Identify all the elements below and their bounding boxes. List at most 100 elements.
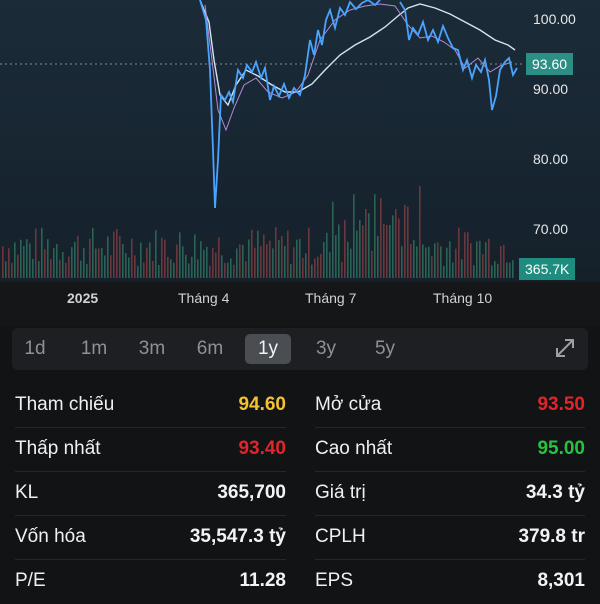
volume-bar [101, 247, 103, 278]
volume-bar [266, 244, 268, 278]
stat-row-kl: KL 365,700 [15, 472, 286, 516]
stat-value: 34.3 tỷ [525, 482, 585, 503]
volume-bar [44, 249, 46, 278]
volume-bar [206, 246, 208, 278]
volume-bar [503, 244, 505, 278]
volume-bar [308, 227, 310, 278]
period-3m[interactable]: 3m [138, 338, 166, 359]
period-1y[interactable]: 1y [245, 334, 291, 364]
volume-bar [434, 243, 436, 278]
x-label-thang-4: Tháng 4 [178, 290, 230, 306]
volume-bar [392, 215, 394, 278]
volume-bar [497, 263, 499, 278]
volume-bar [152, 260, 154, 278]
volume-bar [269, 240, 271, 278]
volume-bar [440, 246, 442, 278]
volume-bar [113, 231, 115, 278]
volume-bar [218, 237, 220, 278]
volume-bar [383, 223, 385, 278]
expand-icon[interactable] [554, 337, 576, 359]
stat-label: EPS [315, 570, 354, 591]
stat-label: Mở cửa [315, 394, 382, 415]
volume-bar [245, 261, 247, 278]
period-6m[interactable]: 6m [196, 338, 224, 359]
volume-bar [380, 198, 382, 278]
volume-bar [191, 256, 193, 278]
volume-bar [512, 260, 514, 278]
volume-bar [92, 227, 94, 278]
stat-row-thap-nhat: Thấp nhất 93.40 [15, 428, 286, 472]
volume-bar [467, 232, 469, 278]
volume-bar [482, 254, 484, 278]
price-chart-svg[interactable] [0, 0, 600, 282]
volume-bar [293, 247, 295, 278]
volume-bar [335, 235, 337, 278]
volume-bar [263, 234, 265, 278]
volume-bar [35, 228, 37, 278]
volume-bar [449, 241, 451, 278]
stat-value: 94.60 [238, 394, 286, 415]
period-5y[interactable]: 5y [374, 338, 396, 359]
period-3y[interactable]: 3y [315, 338, 337, 359]
stat-row-eps: EPS 8,301 [315, 560, 585, 604]
volume-bar [353, 194, 355, 278]
volume-bar [320, 253, 322, 278]
volume-bar [272, 248, 274, 278]
stat-value: 93.40 [238, 438, 286, 459]
volume-bar [419, 186, 421, 278]
stat-value: 93.50 [537, 394, 585, 415]
volume-bar [284, 245, 286, 278]
stat-label: CPLH [315, 526, 366, 547]
volume-bar [128, 257, 130, 278]
stat-value: 365,700 [217, 482, 286, 503]
price-chart[interactable]: 100.00 90.00 80.00 70.00 93.60 365.7K [0, 0, 600, 282]
volume-bar [119, 236, 121, 278]
volume-bar [32, 258, 34, 278]
volume-bar [254, 247, 256, 278]
volume-bar [455, 248, 457, 278]
volume-bar [404, 204, 406, 278]
volume-bar [341, 261, 343, 278]
volume-bar [446, 247, 448, 278]
volume-bar [407, 206, 409, 278]
volume-bar [170, 259, 172, 278]
volume-bar [116, 228, 118, 278]
volume-bar [239, 244, 241, 278]
volume-bar [41, 227, 43, 278]
volume-bar [110, 255, 112, 278]
volume-bar [209, 265, 211, 278]
volume-bar [155, 230, 157, 278]
volume-bar [428, 246, 430, 278]
volume-bar [2, 246, 4, 278]
volume-bar [95, 248, 97, 278]
volume-bar [326, 232, 328, 278]
volume-bar [260, 246, 262, 278]
volume-bar [20, 239, 22, 278]
stat-row-von-hoa: Vốn hóa 35,547.3 tỷ [15, 516, 286, 560]
volume-bar [173, 262, 175, 278]
volume-bar [278, 239, 280, 278]
volume-bar [68, 256, 70, 278]
volume-bar [8, 248, 10, 278]
price-axis-label-90: 90.00 [533, 81, 569, 97]
volume-bar [494, 261, 496, 278]
volume-bar [230, 258, 232, 278]
volume-bar [212, 247, 214, 278]
volume-bar [188, 263, 190, 278]
price-axis-label-80: 80.00 [533, 151, 569, 167]
volume-bar [62, 251, 64, 278]
period-1d[interactable]: 1d [24, 338, 46, 359]
stat-row-pe: P/E 11.28 [15, 560, 286, 604]
volume-bar [11, 262, 13, 278]
volume-bar [398, 218, 400, 278]
volume-bar [215, 252, 217, 278]
volume-bar [464, 232, 466, 278]
volume-bar [431, 256, 433, 278]
volume-bar [365, 208, 367, 278]
stat-label: Cao nhất [315, 438, 393, 459]
volume-bar [200, 241, 202, 278]
price-axis-label-100: 100.00 [533, 11, 576, 27]
stat-row-gia-tri: Giá trị 34.3 tỷ [315, 472, 585, 516]
volume-bar [17, 254, 19, 278]
period-1m[interactable]: 1m [80, 338, 108, 359]
